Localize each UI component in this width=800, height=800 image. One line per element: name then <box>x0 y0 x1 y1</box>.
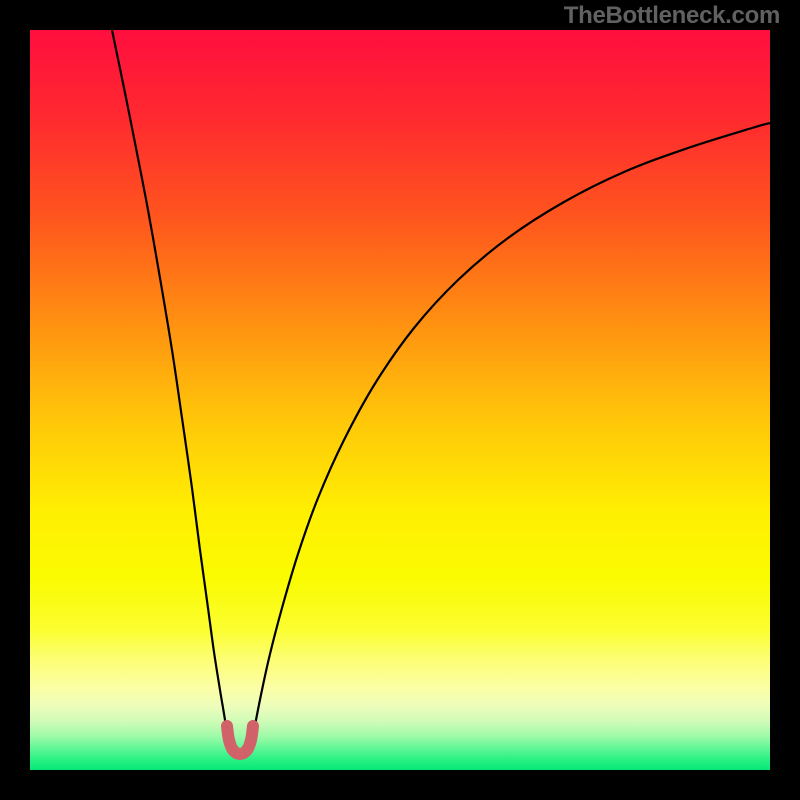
chart-root: TheBottleneck.com <box>0 0 800 800</box>
chart-svg <box>30 30 770 770</box>
watermark-text: TheBottleneck.com <box>564 2 780 30</box>
curve-right-branch <box>253 123 770 737</box>
plot-area <box>30 30 770 770</box>
curve-u-highlight <box>227 726 253 754</box>
curve-left-branch <box>112 30 227 737</box>
